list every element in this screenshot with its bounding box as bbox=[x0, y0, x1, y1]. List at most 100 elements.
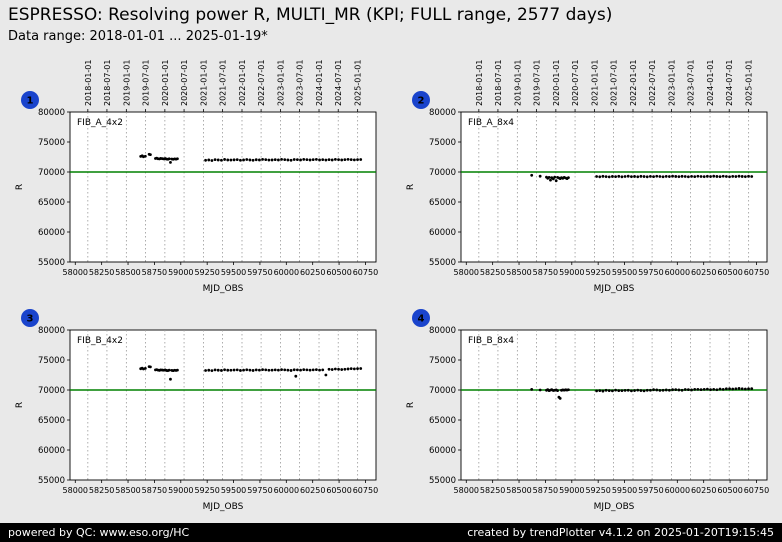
x-axis-title: MJD_OBS bbox=[593, 284, 634, 294]
x-tick-label: 60000 bbox=[273, 486, 298, 495]
x-tick-label: 59000 bbox=[559, 268, 584, 277]
y-tick-label: 60000 bbox=[37, 446, 64, 456]
x-tick-label: 58000 bbox=[453, 486, 478, 495]
x-tick-label: 59500 bbox=[611, 268, 636, 277]
y-axis-title: R bbox=[406, 184, 416, 190]
date-tick-label: 2024-01-01 bbox=[706, 60, 715, 107]
x-tick-label: 58000 bbox=[62, 268, 87, 277]
y-axis-title: R bbox=[15, 184, 25, 190]
plot-area bbox=[460, 111, 767, 263]
date-tick-label: 2018-07-01 bbox=[493, 60, 502, 106]
x-tick-label: 60500 bbox=[717, 268, 742, 277]
y-axis: 55000 60000 65000 70000 75000 80000 bbox=[428, 326, 461, 486]
x-axis-title: MJD_OBS bbox=[202, 284, 243, 294]
x-tick-label: 60000 bbox=[273, 268, 298, 277]
date-range: Data range: 2018-01-01 ... 2025-01-19* bbox=[8, 29, 268, 45]
x-tick-label: 58250 bbox=[479, 268, 504, 277]
x-tick-label: 59500 bbox=[220, 268, 245, 277]
x-tick-label: 60250 bbox=[690, 486, 715, 495]
panel-badge-2[interactable]: 2 bbox=[411, 91, 430, 110]
date-tick-label: 2021-07-01 bbox=[609, 60, 618, 107]
panel-fib-a-4x2: 2018-01-01 2018-07-01 2019-01-01 2019-07-01… bbox=[6, 46, 386, 300]
footer-bar: powered by QC: www.eso.org/HC created by… bbox=[0, 523, 782, 542]
y-tick-label: 75000 bbox=[37, 138, 64, 148]
panel-fib-b-8x4: 55000 60000 65000 70000 75000 80000 58000 58250… bbox=[397, 306, 777, 518]
panel-label: FIB_B_4x2 bbox=[77, 336, 123, 346]
y-tick-label: 75000 bbox=[428, 356, 455, 366]
date-tick-label: 2020-07-01 bbox=[180, 60, 189, 107]
y-tick-label: 65000 bbox=[37, 198, 64, 208]
chart-fib-b-4x2: 55000 60000 65000 70000 75000 80000 58000 58250… bbox=[15, 308, 378, 512]
date-tick-label: 2020-01-01 bbox=[551, 60, 560, 107]
date-tick-label: 2023-01-01 bbox=[667, 60, 676, 107]
date-tick-label: 2020-07-01 bbox=[571, 60, 580, 107]
date-tick-label: 2022-07-01 bbox=[648, 60, 657, 107]
panel-badge-4[interactable]: 4 bbox=[411, 308, 430, 327]
y-tick-label: 60000 bbox=[428, 228, 455, 238]
y-axis: 55000 60000 65000 70000 75000 80000 bbox=[428, 108, 461, 268]
x-tick-label: 59000 bbox=[168, 268, 193, 277]
x-tick-label: 60250 bbox=[690, 268, 715, 277]
panel-badge-1[interactable]: 1 bbox=[20, 91, 39, 110]
date-tick-label: 2021-01-01 bbox=[199, 60, 208, 107]
x-tick-label: 59000 bbox=[559, 486, 584, 495]
y-tick-label: 80000 bbox=[428, 326, 455, 336]
x-tick-label: 60000 bbox=[664, 268, 689, 277]
x-tick-label: 59250 bbox=[194, 268, 219, 277]
date-tick-label: 2022-01-01 bbox=[628, 60, 637, 107]
x-tick-label: 59750 bbox=[247, 268, 272, 277]
x-tick-label: 58250 bbox=[479, 486, 504, 495]
header: ESPRESSO: Resolving power R, MULTI_MR (K… bbox=[0, 0, 782, 46]
scatter-points bbox=[138, 364, 362, 381]
y-tick-label: 55000 bbox=[428, 476, 455, 486]
date-tick-label: 2022-07-01 bbox=[257, 60, 266, 107]
y-tick-label: 55000 bbox=[37, 258, 64, 268]
date-tick-label: 2018-07-01 bbox=[102, 60, 111, 106]
x-tick-label: 58500 bbox=[115, 486, 140, 495]
x-tick-label: 60500 bbox=[717, 486, 742, 495]
x-tick-label: 60500 bbox=[326, 268, 351, 277]
x-axis-title: MJD_OBS bbox=[593, 502, 634, 512]
x-tick-label: 59750 bbox=[638, 268, 663, 277]
date-tick-label: 2023-07-01 bbox=[295, 60, 304, 107]
x-tick-label: 58500 bbox=[506, 486, 531, 495]
date-tick-label: 2018-01-01 bbox=[474, 60, 483, 107]
y-axis: 55000 60000 65000 70000 75000 80000 bbox=[37, 326, 70, 486]
x-tick-label: 60250 bbox=[299, 268, 324, 277]
date-tick-label: 2024-01-01 bbox=[315, 60, 324, 107]
chart-fib-b-8x4: 55000 60000 65000 70000 75000 80000 58000 58250… bbox=[406, 308, 769, 512]
date-tick-label: 2019-01-01 bbox=[122, 60, 131, 107]
x-axis: 58000 58250 58500 58750 59000 59250 59500 59750… bbox=[62, 479, 378, 495]
y-axis: 55000 60000 65000 70000 75000 80000 bbox=[37, 108, 70, 268]
x-tick-label: 58000 bbox=[453, 268, 478, 277]
x-tick-label: 58500 bbox=[506, 268, 531, 277]
y-axis-title: R bbox=[15, 401, 25, 407]
panel-badge-3[interactable]: 3 bbox=[20, 308, 39, 327]
date-tick-label: 2021-01-01 bbox=[590, 60, 599, 107]
panel-label: FIB_A_4x2 bbox=[77, 118, 123, 128]
x-tick-label: 58500 bbox=[115, 268, 140, 277]
x-tick-label: 58250 bbox=[88, 268, 113, 277]
x-tick-label: 59250 bbox=[585, 268, 610, 277]
x-tick-label: 58750 bbox=[141, 268, 166, 277]
x-tick-label: 60500 bbox=[326, 486, 351, 495]
y-tick-label: 80000 bbox=[37, 326, 64, 336]
date-tick-label: 2023-01-01 bbox=[276, 60, 285, 107]
panel-badge-number: 1 bbox=[26, 96, 33, 107]
chart-fib-a-8x4: 2018-01-01 2018-07-01 2019-01-01 2019-07-01… bbox=[406, 60, 769, 295]
plot-area bbox=[69, 111, 376, 263]
date-tick-label: 2018-01-01 bbox=[83, 60, 92, 107]
y-tick-label: 70000 bbox=[37, 168, 64, 178]
charts-grid: 2018-01-01 2018-07-01 2019-01-01 2019-07-01… bbox=[0, 46, 782, 523]
y-tick-label: 70000 bbox=[428, 168, 455, 178]
x-tick-label: 60000 bbox=[664, 486, 689, 495]
x-tick-label: 59750 bbox=[247, 486, 272, 495]
y-tick-label: 65000 bbox=[37, 416, 64, 426]
footer-powered-by: powered by QC: www.eso.org/HC bbox=[8, 526, 190, 539]
footer-created-by: created by trendPlotter v4.1.2 on 2025-0… bbox=[467, 526, 774, 539]
y-tick-label: 65000 bbox=[428, 416, 455, 426]
x-tick-label: 59500 bbox=[220, 486, 245, 495]
chart-fib-a-4x2: 2018-01-01 2018-07-01 2019-01-01 2019-07-01… bbox=[15, 60, 378, 295]
x-tick-label: 59000 bbox=[168, 486, 193, 495]
